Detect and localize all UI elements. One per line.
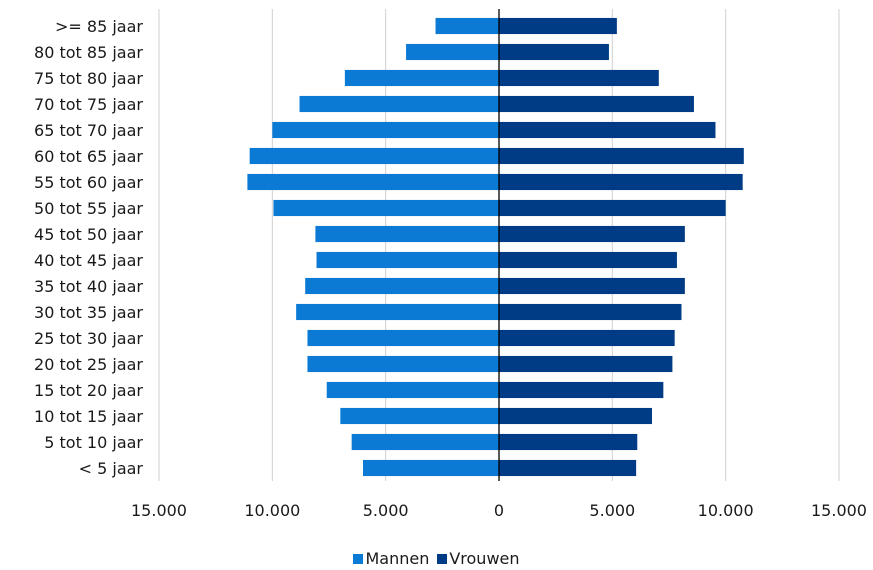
bar-vrouwen-6 [499, 173, 743, 191]
legend-swatch-mannen [353, 553, 364, 564]
category-label-2: 75 tot 80 jaar [34, 69, 143, 88]
bar-mannen-8 [315, 225, 499, 243]
bar-vrouwen-11 [499, 303, 682, 321]
category-label-11: 30 tot 35 jaar [34, 303, 143, 322]
bar-vrouwen-13 [499, 355, 673, 373]
category-label-12: 25 tot 30 jaar [34, 329, 143, 348]
x-tick-label-3: 0 [494, 501, 504, 520]
bar-vrouwen-14 [499, 381, 664, 399]
legend-label-mannen: Mannen [365, 549, 430, 568]
bar-vrouwen-8 [499, 225, 685, 243]
bar-mannen-10 [305, 277, 499, 295]
bar-vrouwen-1 [499, 43, 609, 61]
bar-mannen-9 [316, 251, 499, 269]
category-label-8: 45 tot 50 jaar [34, 225, 143, 244]
bar-mannen-16 [351, 433, 499, 451]
population-pyramid-chart: >= 85 jaar 80 tot 85 jaar 75 tot 80 jaar 70… [34, 9, 867, 520]
category-label-4: 65 tot 70 jaar [34, 121, 143, 140]
category-label-3: 70 tot 75 jaar [34, 95, 143, 114]
legend-swatch-vrouwen [437, 553, 448, 564]
bar-mannen-1 [406, 43, 499, 61]
bar-vrouwen-4 [499, 121, 716, 139]
bar-vrouwen-5 [499, 147, 744, 165]
category-label-15: 10 tot 15 jaar [34, 407, 143, 426]
bar-mannen-12 [307, 329, 499, 347]
bar-mannen-15 [340, 407, 499, 425]
bar-vrouwen-7 [499, 199, 726, 217]
bar-mannen-11 [296, 303, 499, 321]
x-tick-label-5: 10.000 [698, 501, 754, 520]
x-tick-label-2: 5.000 [363, 501, 409, 520]
bar-vrouwen-0 [499, 17, 617, 35]
category-label-10: 35 tot 40 jaar [34, 277, 143, 296]
x-tick-label-4: 5.000 [589, 501, 635, 520]
bar-mannen-6 [247, 173, 499, 191]
bar-vrouwen-16 [499, 433, 638, 451]
bar-mannen-3 [299, 95, 499, 113]
bar-vrouwen-9 [499, 251, 677, 269]
bar-mannen-13 [307, 355, 499, 373]
category-label-6: 55 tot 60 jaar [34, 173, 143, 192]
bar-vrouwen-3 [499, 95, 694, 113]
legend: Mannen Vrouwen [0, 549, 873, 568]
bar-vrouwen-12 [499, 329, 675, 347]
legend-item-mannen: Mannen [353, 549, 429, 568]
bar-mannen-4 [272, 121, 499, 139]
bar-vrouwen-10 [499, 277, 685, 295]
bar-vrouwen-2 [499, 69, 659, 87]
category-label-9: 40 tot 45 jaar [34, 251, 143, 270]
category-label-7: 50 tot 55 jaar [34, 199, 143, 218]
category-label-16: 5 tot 10 jaar [44, 433, 143, 452]
bar-mannen-5 [249, 147, 499, 165]
legend-label-vrouwen: Vrouwen [449, 549, 520, 568]
category-label-13: 20 tot 25 jaar [34, 355, 143, 374]
x-tick-label-0: 15.000 [131, 501, 187, 520]
bar-vrouwen-15 [499, 407, 652, 425]
x-tick-label-6: 15.000 [811, 501, 867, 520]
bar-mannen-14 [326, 381, 499, 399]
category-label-0: >= 85 jaar [55, 17, 143, 36]
bar-mannen-2 [344, 69, 499, 87]
category-label-14: 15 tot 20 jaar [34, 381, 143, 400]
category-label-1: 80 tot 85 jaar [34, 43, 143, 62]
bar-mannen-0 [435, 17, 499, 35]
bar-vrouwen-17 [499, 459, 637, 477]
x-tick-label-1: 10.000 [244, 501, 300, 520]
category-label-17: < 5 jaar [79, 459, 144, 478]
category-label-5: 60 tot 65 jaar [34, 147, 143, 166]
bar-mannen-17 [363, 459, 499, 477]
legend-item-vrouwen: Vrouwen [437, 549, 520, 568]
bar-mannen-7 [273, 199, 499, 217]
